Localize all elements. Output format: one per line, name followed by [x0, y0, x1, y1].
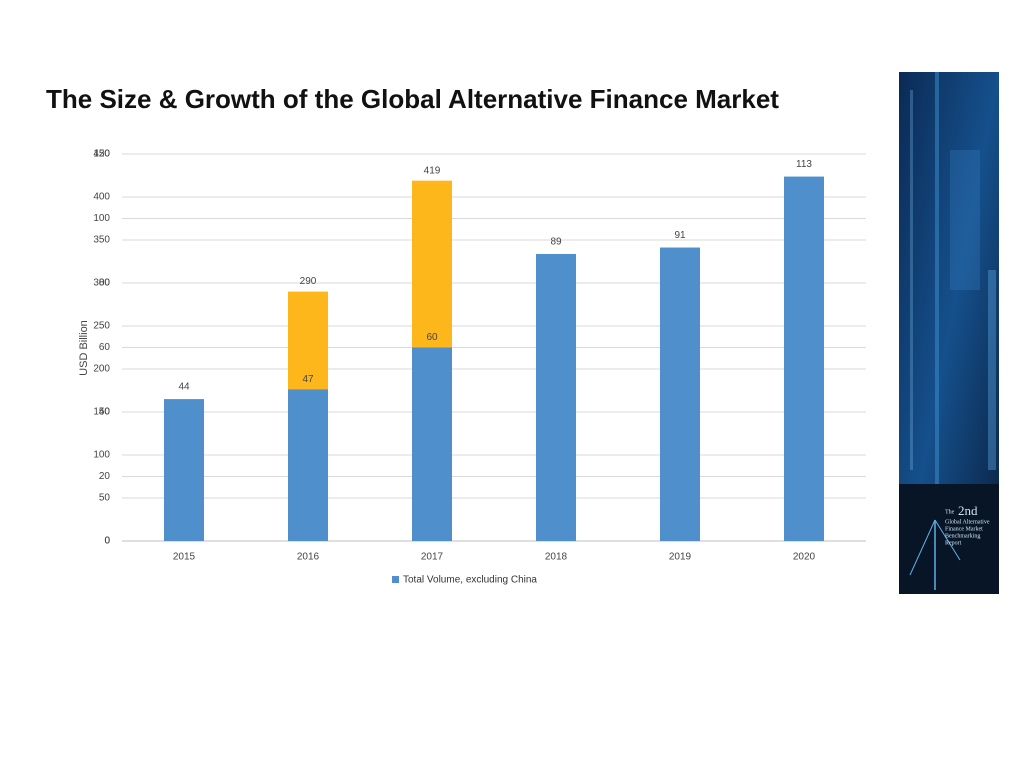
x-tick-label: 2019: [669, 552, 692, 563]
x-tick-label: 2016: [297, 552, 320, 563]
y-tick-label: 250: [93, 321, 110, 332]
data-label: 113: [796, 159, 812, 170]
y-tick-label: 0: [104, 536, 110, 547]
y-tick-label: 80: [99, 278, 111, 289]
y-tick-label: 120: [93, 149, 110, 160]
bar: [288, 389, 328, 541]
data-label: 419: [424, 165, 441, 176]
y-tick-label: 200: [93, 364, 110, 375]
y-axis-label: USD Billion: [78, 320, 90, 376]
chart-title: The Size & Growth of the Global Alternat…: [46, 84, 779, 114]
y-tick-label: 100: [93, 450, 110, 461]
bar: [660, 247, 700, 541]
legend-label: Total Volume, excluding China: [403, 575, 537, 586]
data-label: 60: [426, 332, 438, 343]
y-tick-label: 100: [93, 213, 110, 224]
data-label: 47: [302, 374, 314, 385]
bar: [412, 347, 452, 541]
cover-text: 2nd: [958, 503, 978, 518]
y-tick-label: 450: [93, 149, 110, 160]
cover-text: Finance Market: [945, 526, 983, 532]
x-tick-label: 2018: [545, 552, 568, 563]
y-tick-label: 400: [93, 192, 110, 203]
y-tick-label: 0: [104, 536, 110, 547]
cover-text: Benchmarking: [945, 533, 980, 539]
cover-image: [899, 72, 999, 594]
data-label: 44: [178, 382, 190, 393]
x-tick-label: 2015: [173, 552, 196, 563]
y-tick-label: 40: [99, 407, 111, 418]
data-label: 89: [550, 237, 562, 248]
legend-swatch: [392, 576, 399, 583]
bar: [784, 176, 824, 541]
x-tick-label: 2017: [421, 552, 444, 563]
y-tick-label: 50: [99, 493, 111, 504]
y-tick-label: 20: [99, 471, 111, 482]
y-tick-label: 350: [93, 235, 110, 246]
bar: [164, 399, 204, 541]
data-label: 290: [300, 276, 317, 287]
x-tick-label: 2020: [793, 552, 816, 563]
cover-text: Global Alternative: [945, 519, 990, 525]
y-tick-label: 60: [99, 342, 111, 353]
cover-text: The: [945, 509, 955, 515]
cover-text: Report: [945, 540, 962, 546]
data-label: 91: [674, 230, 686, 241]
bar: [536, 253, 576, 541]
y-tick-label: 150: [93, 407, 110, 418]
y-tick-label: 300: [93, 278, 110, 289]
